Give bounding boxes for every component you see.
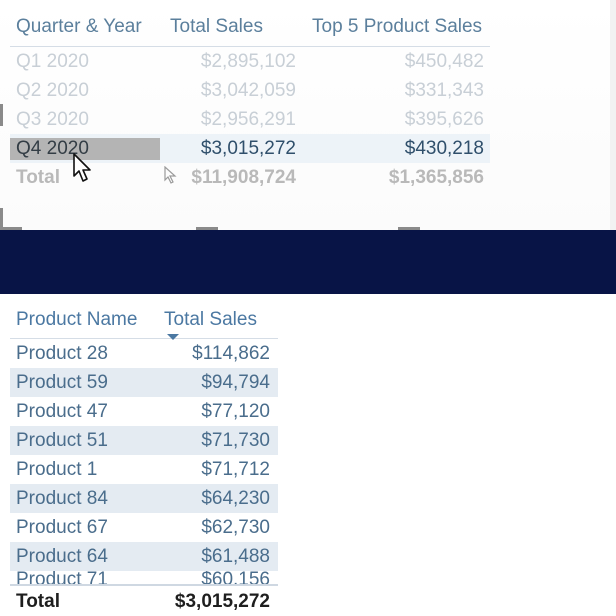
canvas-background-band [0, 230, 616, 294]
product-name-cell[interactable]: Product 59 [16, 371, 108, 393]
product-sales-cell: $71,712 [201, 458, 270, 480]
table-row[interactable]: Product 64 $61,488 [10, 542, 278, 571]
quarter-cell[interactable]: Q3 2020 [16, 108, 89, 130]
product-name-cell[interactable]: Product 71 [16, 571, 108, 586]
product-name-cell[interactable]: Product 64 [16, 545, 108, 567]
product-name-cell[interactable]: Product 51 [16, 429, 108, 451]
table-row[interactable]: Product 84 $64,230 [10, 484, 278, 513]
quarter-cell[interactable]: Q2 2020 [16, 79, 89, 101]
top5-cell: $450,482 [404, 50, 484, 72]
mouse-pointer-icon [73, 153, 91, 182]
resize-handle-bottom-right[interactable] [398, 227, 420, 230]
total-sales-sum: $11,908,724 [191, 166, 296, 188]
column-header-quarter[interactable]: Quarter & Year [16, 16, 142, 37]
table-header: Quarter & Year Total Sales Top 5 Product… [10, 8, 490, 47]
total-label: Total [16, 591, 60, 612]
total-sales-cell: $2,956,291 [200, 108, 296, 130]
product-sales-cell: $64,230 [201, 487, 270, 509]
table-row[interactable]: Product 67 $62,730 [10, 513, 278, 542]
product-sales-cell: $60,156 [201, 571, 270, 586]
quarter-cell[interactable]: Q1 2020 [16, 50, 89, 72]
column-header-product-name[interactable]: Product Name [16, 309, 138, 330]
table-total-row: Total $11,908,724 $1,365,856 [10, 163, 490, 192]
quarter-table: Quarter & Year Total Sales Top 5 Product… [10, 8, 490, 192]
table-row[interactable]: Product 51 $71,730 [10, 426, 278, 455]
visual-edge [610, 0, 616, 230]
product-name-cell[interactable]: Product 28 [16, 342, 108, 364]
table-row[interactable]: Product 47 $77,120 [10, 397, 278, 426]
column-header-top5[interactable]: Top 5 Product Sales [312, 16, 483, 37]
product-table: Product Name Total Sales Product 28 $114… [10, 302, 278, 612]
table-row[interactable]: Q1 2020 $2,895,102 $450,482 [10, 47, 490, 76]
product-sales-visual[interactable]: Product Name Total Sales Product 28 $114… [0, 294, 616, 616]
table-row[interactable]: Q2 2020 $3,042,059 $331,343 [10, 76, 490, 105]
table-row[interactable]: Product 59 $94,794 [10, 368, 278, 397]
product-name-cell[interactable]: Product 1 [16, 458, 98, 480]
product-name-cell[interactable]: Product 47 [16, 400, 108, 422]
product-sales-cell: $114,862 [192, 342, 270, 364]
column-header-total-sales[interactable]: Total Sales [164, 309, 257, 330]
total-sales-cell: $3,015,272 [200, 137, 296, 159]
product-sales-cell: $94,794 [201, 371, 270, 393]
quarter-cell-selected[interactable]: Q4 2020 [10, 137, 160, 160]
top5-sum: $1,365,856 [388, 166, 484, 188]
product-sales-cell: $77,120 [201, 400, 270, 422]
table-row[interactable]: Product 28 $114,862 [10, 339, 278, 368]
resize-handle-left-bottom[interactable] [0, 208, 3, 230]
resize-handle-bottom-left[interactable] [0, 227, 22, 230]
top5-cell: $395,626 [404, 108, 484, 130]
column-header-total-sales[interactable]: Total Sales [170, 16, 263, 37]
product-sales-cell: $62,730 [201, 516, 270, 538]
product-sales-cell: $61,488 [201, 545, 270, 567]
table-row[interactable]: Q3 2020 $2,956,291 $395,626 [10, 105, 490, 134]
resize-handle-left-mid[interactable] [0, 104, 3, 126]
product-name-cell[interactable]: Product 67 [16, 516, 108, 538]
table-row[interactable]: Product 1 $71,712 [10, 455, 278, 484]
total-sales-cell: $3,042,059 [200, 79, 296, 101]
table-total-row: Total $3,015,272 [10, 588, 278, 616]
table-row-partial[interactable]: Product 71 $60,156 [10, 571, 278, 586]
table-header: Product Name Total Sales [10, 302, 278, 340]
sort-descending-icon[interactable] [167, 334, 179, 340]
total-sales-cell: $2,895,102 [200, 50, 296, 72]
top5-cell: $430,218 [404, 137, 484, 159]
product-sales-cell: $71,730 [201, 429, 270, 451]
top5-cell: $331,343 [404, 79, 484, 101]
total-sales-sum: $3,015,272 [174, 591, 270, 612]
ghost-pointer-icon [164, 166, 177, 184]
product-name-cell[interactable]: Product 84 [16, 487, 108, 509]
table-row-selected[interactable]: Q4 2020 $3,015,272 $430,218 [10, 134, 490, 163]
total-label: Total [16, 166, 60, 188]
resize-handle-bottom-mid[interactable] [196, 227, 218, 230]
quarter-sales-visual[interactable]: Quarter & Year Total Sales Top 5 Product… [0, 0, 616, 230]
